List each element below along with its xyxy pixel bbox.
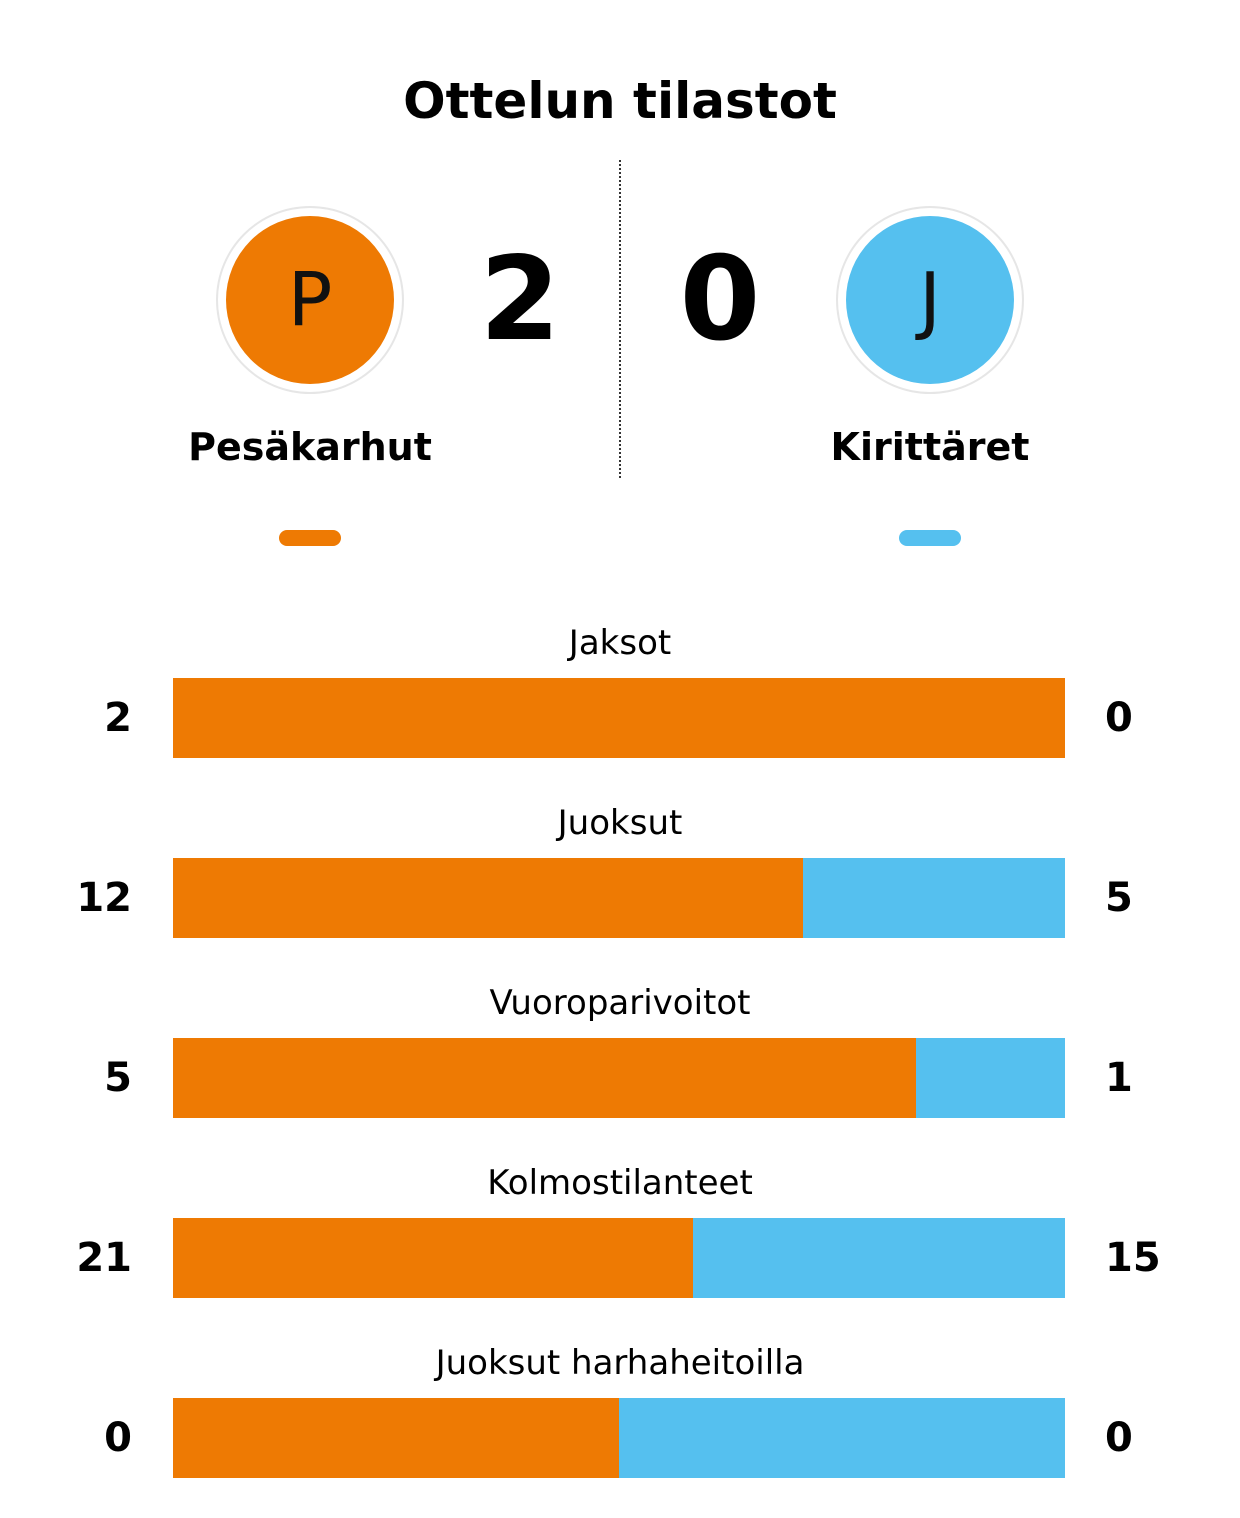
home-stat-value: 21 bbox=[76, 1235, 132, 1281]
away-stat-value: 0 bbox=[1105, 695, 1133, 741]
home-team-logo-letter: P bbox=[226, 216, 394, 384]
stat-label: Juoksut harhaheitoilla bbox=[435, 1343, 805, 1383]
stat-bar bbox=[173, 678, 1065, 758]
away-stat-value: 1 bbox=[1105, 1055, 1133, 1101]
home-team-score: 2 bbox=[479, 232, 561, 367]
stat-bar bbox=[173, 1218, 1065, 1298]
home-team-name: Pesäkarhut bbox=[188, 425, 432, 469]
away-stat-value: 15 bbox=[1105, 1235, 1161, 1281]
stat-label: Juoksut bbox=[557, 803, 683, 843]
stat-bar bbox=[173, 1038, 1065, 1118]
stat-row: Kolmostilanteet 21 15 bbox=[0, 1158, 1240, 1338]
stat-row: Juoksut harhaheitoilla 0 0 bbox=[0, 1338, 1240, 1518]
away-team-score: 0 bbox=[679, 232, 761, 367]
home-stat-value: 2 bbox=[104, 695, 132, 741]
away-legend-swatch bbox=[899, 530, 961, 546]
away-team-logo-letter: J bbox=[846, 216, 1014, 384]
away-bar-segment bbox=[619, 1398, 1065, 1478]
away-team-logo: J bbox=[838, 208, 1022, 392]
home-bar-segment bbox=[173, 1038, 916, 1118]
home-bar-segment bbox=[173, 1218, 693, 1298]
home-bar-segment bbox=[173, 858, 803, 938]
stat-bar bbox=[173, 858, 1065, 938]
away-team-name: Kirittäret bbox=[830, 425, 1030, 469]
stat-row: Vuoroparivoitot 5 1 bbox=[0, 978, 1240, 1158]
score-divider bbox=[619, 160, 621, 478]
away-stat-value: 0 bbox=[1105, 1415, 1133, 1461]
stat-row: Jaksot 2 0 bbox=[0, 618, 1240, 798]
home-stat-value: 12 bbox=[76, 875, 132, 921]
away-bar-segment bbox=[916, 1038, 1065, 1118]
away-stat-value: 5 bbox=[1105, 875, 1133, 921]
home-bar-segment bbox=[173, 678, 1065, 758]
stat-bar bbox=[173, 1398, 1065, 1478]
away-bar-segment bbox=[693, 1218, 1065, 1298]
chart-title: Ottelun tilastot bbox=[403, 72, 837, 130]
home-legend-swatch bbox=[279, 530, 341, 546]
stat-label: Vuoroparivoitot bbox=[489, 983, 751, 1023]
away-bar-segment bbox=[803, 858, 1065, 938]
stat-row: Juoksut 12 5 bbox=[0, 798, 1240, 978]
home-bar-segment bbox=[173, 1398, 619, 1478]
home-team-logo: P bbox=[218, 208, 402, 392]
stat-label: Jaksot bbox=[568, 623, 672, 663]
home-stat-value: 5 bbox=[104, 1055, 132, 1101]
stat-label: Kolmostilanteet bbox=[487, 1163, 753, 1203]
home-stat-value: 0 bbox=[104, 1415, 132, 1461]
